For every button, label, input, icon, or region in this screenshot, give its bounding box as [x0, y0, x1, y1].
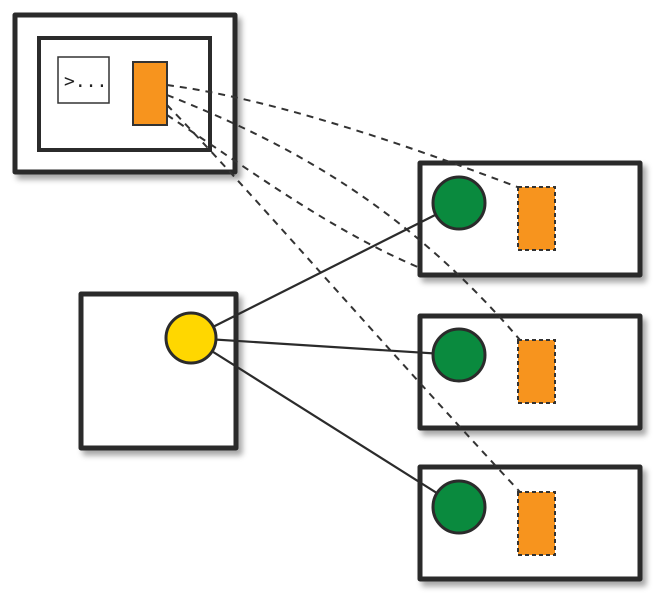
replica-process-rect-3 [517, 491, 556, 556]
replica-process-rect-2 [517, 339, 556, 404]
yellow-circle-node-icon [164, 311, 218, 365]
green-circle-node-icon-3 [431, 479, 487, 535]
primary-node-box [78, 291, 239, 451]
green-circle-node-icon-1 [431, 175, 487, 231]
dashed-link-extra [166, 114, 421, 269]
solid-link-replica-1 [190, 202, 460, 339]
solid-link-replica-2 [190, 336, 460, 357]
solid-link-replica-3 [190, 337, 460, 508]
dashed-link-replica-1 [166, 84, 521, 189]
terminal-prompt-text: >... [64, 71, 107, 92]
dashed-link-replica-3 [166, 104, 521, 493]
terminal-prompt-icon: >... [57, 56, 110, 104]
green-circle-node-icon-2 [431, 327, 487, 383]
client-process-rect [132, 61, 168, 126]
replica-process-rect-1 [517, 186, 556, 251]
